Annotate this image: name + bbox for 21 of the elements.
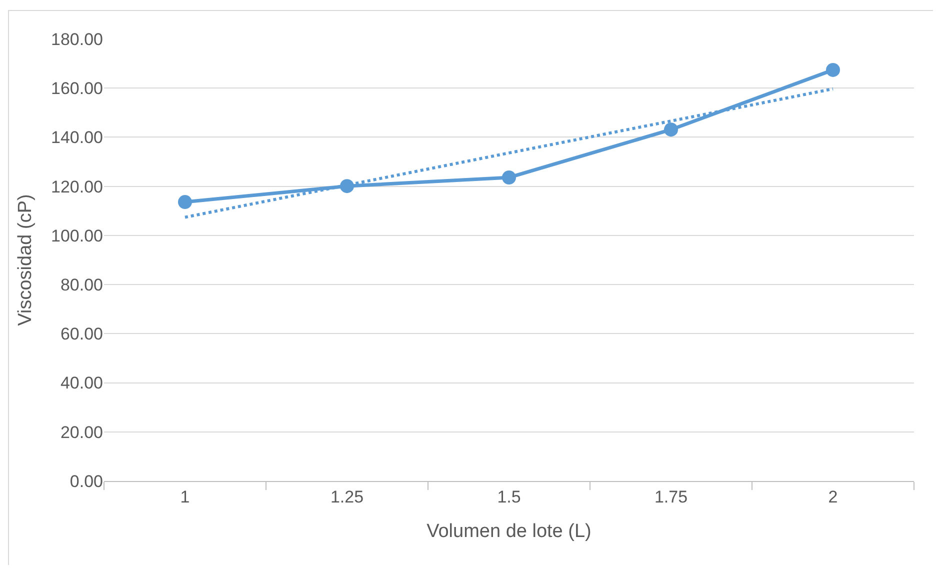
y-tick-label: 140.00 [51, 128, 103, 148]
y-tick-label: 40.00 [60, 374, 103, 393]
point [502, 170, 516, 184]
x-axis-title: Volumen de lote (L) [426, 521, 592, 542]
point [826, 62, 840, 77]
x-tick-label: 1.5 [497, 487, 521, 506]
x-tick-label: 1 [180, 487, 190, 506]
y-tick-label: 160.00 [51, 79, 103, 98]
point [664, 122, 678, 137]
x-tick-label: 1.25 [330, 487, 364, 506]
y-tick-label: 60.00 [60, 324, 103, 344]
y-tick-label: 0.00 [70, 472, 103, 491]
y-axis-title: Viscosidad (cP) [14, 194, 36, 326]
x-tick-label: 1.75 [654, 487, 688, 506]
y-tick-label: 80.00 [60, 276, 103, 295]
y-tick-label: 100.00 [51, 226, 103, 246]
x-tick-label: 2 [828, 487, 838, 506]
y-tick-label: 120.00 [51, 177, 103, 196]
y-tick-label: 180.00 [51, 30, 103, 49]
y-tick-label: 20.00 [60, 422, 103, 442]
point [178, 195, 192, 210]
